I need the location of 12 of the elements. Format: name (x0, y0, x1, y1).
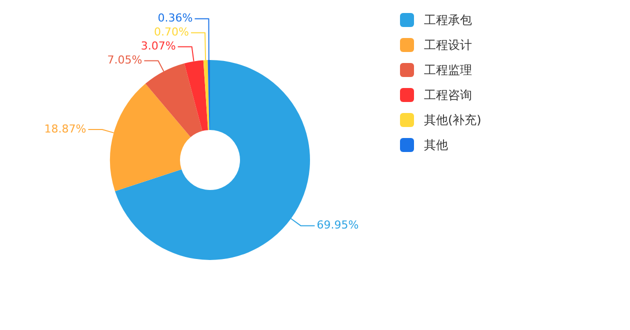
data-label: 0.70% (154, 26, 190, 39)
legend-label: 工程设计 (424, 36, 472, 54)
legend-label: 工程咨询 (424, 86, 472, 104)
data-label: 69.95% (316, 218, 359, 232)
data-label: 3.07% (140, 40, 176, 53)
data-label: 18.87% (44, 122, 86, 136)
data-label: 0.36% (158, 12, 193, 25)
data-label: 7.05% (107, 54, 142, 67)
legend-label: 工程监理 (424, 62, 472, 78)
legend-label: 工程承包 (424, 12, 472, 28)
legend-label: 其他(补充) (424, 112, 482, 128)
legend-label: 其他 (424, 136, 448, 154)
